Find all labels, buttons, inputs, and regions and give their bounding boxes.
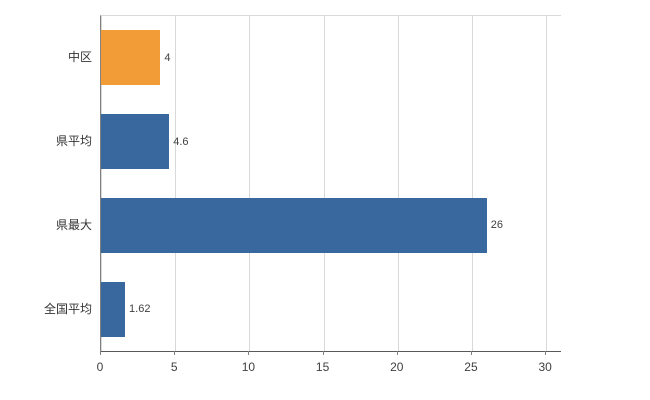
bar-0 <box>101 30 161 86</box>
bar-1 <box>101 114 170 170</box>
gridline <box>249 16 251 351</box>
x-tick-label: 10 <box>241 360 256 374</box>
x-tick-label: 0 <box>96 360 104 374</box>
x-tick-label: 30 <box>538 360 552 374</box>
gridline <box>397 16 399 351</box>
x-tick-label: 15 <box>315 360 330 374</box>
x-tick-label: 5 <box>170 360 178 374</box>
bar-3 <box>101 281 126 337</box>
x-tick-label: 25 <box>464 360 478 374</box>
x-tick-mark <box>248 351 250 355</box>
x-tick-mark <box>322 351 324 355</box>
category-label: 県平均 <box>55 134 92 149</box>
plot-area: 4 4.6 26 1.62 <box>100 15 561 352</box>
x-tick-mark <box>174 351 176 355</box>
bar-value-label: 4.6 <box>173 135 189 148</box>
category-label: 中区 <box>67 50 92 65</box>
x-tick-label: 20 <box>390 360 404 374</box>
category-label: 県最大 <box>55 217 92 232</box>
x-tick-mark <box>470 351 472 355</box>
gridline <box>471 16 473 351</box>
category-label: 全国平均 <box>43 301 92 316</box>
bar-2 <box>101 197 487 253</box>
x-tick-mark <box>545 351 547 355</box>
bar-value-label: 26 <box>490 219 504 232</box>
gridline <box>323 16 325 351</box>
x-tick-mark <box>100 351 101 355</box>
gridline <box>175 16 177 351</box>
gridline <box>101 16 102 351</box>
gridline <box>546 16 548 351</box>
bar-value-label: 4 <box>164 51 171 64</box>
bar-value-label: 1.62 <box>129 303 151 316</box>
x-tick-mark <box>396 351 398 355</box>
